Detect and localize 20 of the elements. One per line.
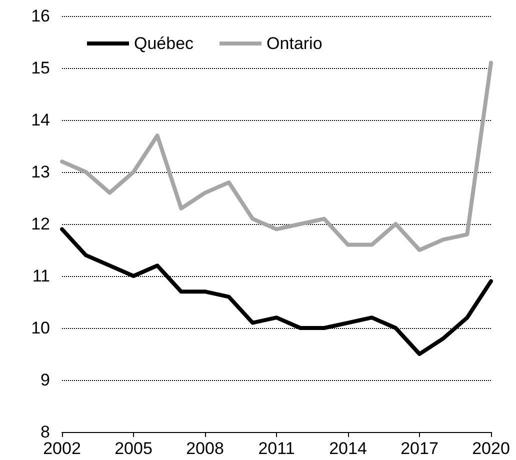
legend-label: Ontario [266, 34, 322, 53]
y-tick-label: 12 [31, 214, 50, 234]
legend-label: Québec [134, 34, 194, 53]
x-tick-label: 2002 [43, 439, 81, 458]
x-tick-label: 2011 [258, 439, 295, 458]
x-tick-label: 2017 [400, 439, 438, 458]
y-tick-label: 11 [32, 266, 50, 286]
y-tick-label: 16 [31, 6, 50, 26]
y-tick-label: 9 [40, 370, 50, 390]
x-tick-label: 2008 [186, 439, 224, 458]
x-tick-label: 2020 [472, 439, 510, 458]
line-series [60, 227, 493, 356]
x-tick-label: 2005 [114, 439, 152, 458]
y-tick-label: 13 [31, 162, 50, 182]
y-tick-label: 14 [31, 110, 50, 130]
x-tick-label: 2014 [329, 439, 367, 458]
line-series [60, 60, 493, 252]
y-tick-label: 8 [40, 422, 50, 442]
y-tick-label: 10 [31, 318, 50, 338]
y-tick-label: 15 [31, 58, 50, 78]
